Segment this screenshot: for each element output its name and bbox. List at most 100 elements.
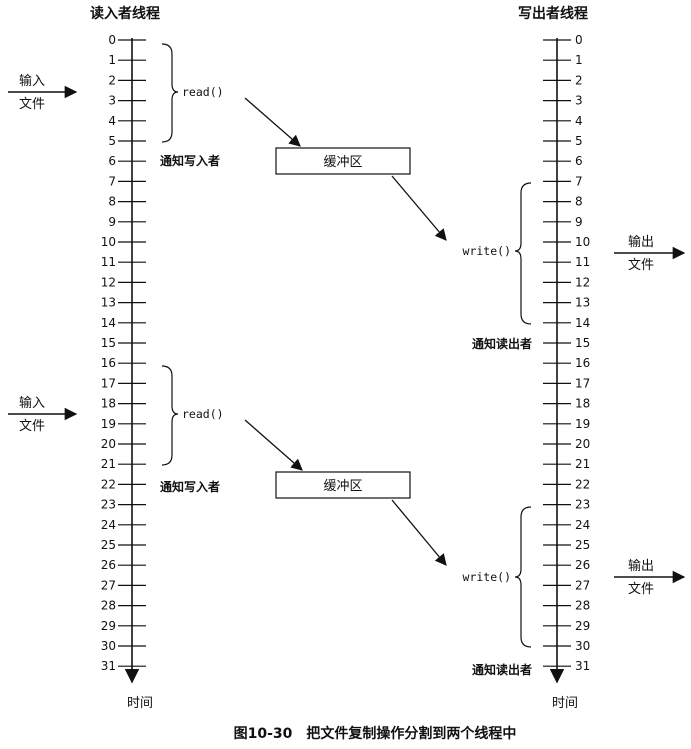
buffer-label: 缓冲区 [323,479,362,494]
notify-reader-label: 通知读出者 [472,662,532,677]
reader-tick-label: 8 [108,195,116,209]
writer-tick-label: 16 [575,356,590,370]
writer-tick-label: 0 [575,33,583,47]
buffer-label: 缓冲区 [323,155,362,170]
writer-tick-label: 31 [575,659,590,673]
buffer-box [275,147,411,175]
read-to-buffer-arrow [244,419,303,471]
writer-tick-label: 30 [575,639,590,653]
reader-tick-label: 11 [101,255,116,269]
writer-tick-label: 24 [575,518,590,532]
read-call-label: read() [182,85,224,99]
reader-tick-label: 22 [101,477,116,491]
reader-tick-label: 30 [101,639,116,653]
reader-tick-label: 14 [101,316,116,330]
writer-tick-label: 21 [575,457,590,471]
output-file-label: 文件 [628,258,654,273]
reader-tick-label: 10 [101,235,116,249]
writer-tick-label: 15 [575,336,590,350]
reader-tick-label: 29 [101,619,116,633]
writer-event-2: write() 通知读出者 输出 文件 [463,506,686,677]
writer-tick-label: 26 [575,558,590,572]
writer-tick-label: 14 [575,316,590,330]
reader-event-1: read() 通知写入者 输入 文件 [8,43,224,168]
reader-time-label: 时间 [127,696,153,711]
reader-tick-label: 21 [101,457,116,471]
reader-tick-label: 28 [101,599,116,613]
reader-tick-label: 26 [101,558,116,572]
buffer-1: 缓冲区 [275,147,411,175]
buffer-to-write-arrow [391,175,447,241]
writer-tick-label: 19 [575,417,590,431]
reader-tick-label: 20 [101,437,116,451]
reader-ticks: 0123456789101112131415161718192021222324… [101,33,146,673]
reader-tick-label: 5 [108,134,116,148]
input-label: 输入 [19,395,45,411]
read-call-label: read() [182,407,224,421]
writer-tick-label: 6 [575,154,583,168]
reader-tick-label: 0 [108,33,116,47]
writer-tick-label: 4 [575,114,583,128]
writer-tick-label: 1 [575,53,583,67]
reader-tick-label: 31 [101,659,116,673]
reader-tick-label: 6 [108,154,116,168]
write-brace [514,182,532,325]
writer-tick-label: 2 [575,73,583,87]
reader-tick-label: 27 [101,578,116,592]
writer-event-1: write() 通知读出者 输出 文件 [463,182,686,351]
writer-tick-label: 9 [575,215,583,229]
input-file-label: 文件 [19,97,45,112]
writer-tick-label: 10 [575,235,590,249]
figure-caption: 图10-30 把文件复制操作分割到两个线程中 [234,725,517,742]
writer-tick-label: 18 [575,397,590,411]
reader-thread-title: 读入者线程 [90,5,160,22]
writer-tick-label: 5 [575,134,583,148]
writer-tick-label: 11 [575,255,590,269]
reader-tick-label: 12 [101,275,116,289]
writer-tick-label: 27 [575,578,590,592]
writer-thread-title: 写出者线程 [518,5,588,22]
writer-tick-label: 8 [575,195,583,209]
input-label: 输入 [19,73,45,89]
writer-tick-label: 7 [575,174,583,188]
writer-tick-label: 22 [575,477,590,491]
read-brace [161,365,179,466]
writer-tick-label: 3 [575,94,583,108]
writer-tick-label: 13 [575,296,590,310]
write-call-label: write() [463,570,511,584]
reader-tick-label: 24 [101,518,116,532]
reader-tick-label: 7 [108,174,116,188]
write-call-label: write() [463,244,511,258]
output-file-label: 文件 [628,582,654,597]
writer-ticks: 0123456789101112131415161718192021222324… [543,33,590,673]
writer-tick-label: 17 [575,376,590,390]
output-label: 输出 [628,234,654,250]
write-brace [514,506,532,648]
writer-time-label: 时间 [552,696,578,711]
output-label: 输出 [628,558,654,574]
writer-tick-label: 20 [575,437,590,451]
reader-event-2: read() 通知写入者 输入 文件 [8,365,224,494]
reader-tick-label: 17 [101,376,116,390]
reader-tick-label: 2 [108,73,116,87]
writer-tick-label: 29 [575,619,590,633]
reader-tick-label: 1 [108,53,116,67]
reader-tick-label: 16 [101,356,116,370]
buffer-box [275,471,411,499]
writer-tick-label: 23 [575,498,590,512]
reader-tick-label: 3 [108,94,116,108]
reader-tick-label: 13 [101,296,116,310]
reader-tick-label: 18 [101,397,116,411]
notify-reader-label: 通知读出者 [472,336,532,351]
reader-tick-label: 23 [101,498,116,512]
writer-tick-label: 25 [575,538,590,552]
reader-tick-label: 9 [108,215,116,229]
read-brace [161,43,179,143]
reader-tick-label: 4 [108,114,116,128]
writer-tick-label: 28 [575,599,590,613]
input-file-label: 文件 [19,419,45,434]
reader-tick-label: 19 [101,417,116,431]
writer-tick-label: 12 [575,275,590,289]
